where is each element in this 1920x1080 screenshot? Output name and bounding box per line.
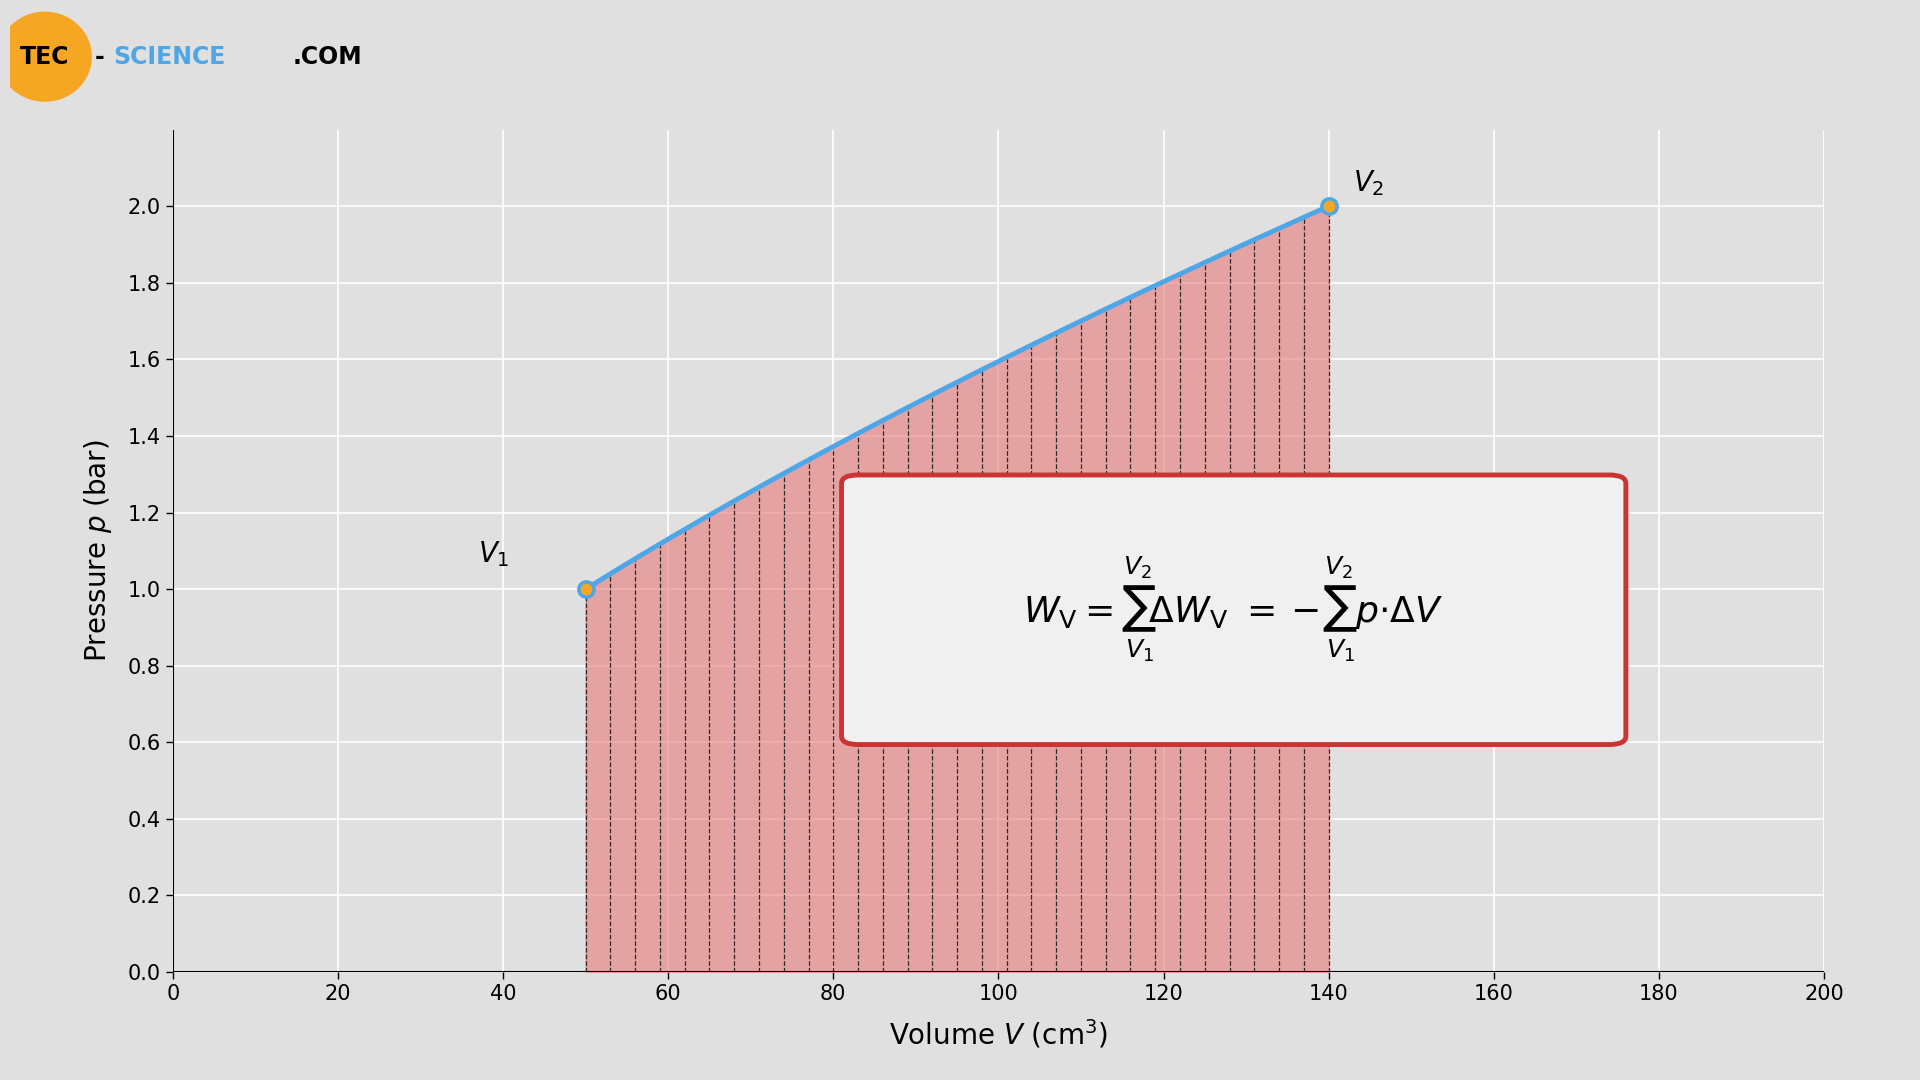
Circle shape (0, 12, 92, 102)
X-axis label: Volume $V$ (cm$^3$): Volume $V$ (cm$^3$) (889, 1017, 1108, 1051)
Text: $V_2$: $V_2$ (1354, 167, 1384, 198)
Text: $W_\mathrm{V} = \sum_{\,V_1}^{V_2} \!\Delta W_\mathrm{V}\ = -\!\sum_{\,V_1}^{V_2: $W_\mathrm{V} = \sum_{\,V_1}^{V_2} \!\De… (1023, 555, 1444, 664)
Text: $V_1$: $V_1$ (478, 539, 511, 569)
Text: SCIENCE: SCIENCE (113, 44, 227, 69)
Y-axis label: Pressure $p$ (bar): Pressure $p$ (bar) (83, 440, 113, 662)
Text: TEC: TEC (19, 44, 69, 69)
Text: .COM: .COM (292, 44, 363, 69)
FancyBboxPatch shape (841, 475, 1626, 744)
Text: -: - (94, 44, 104, 69)
